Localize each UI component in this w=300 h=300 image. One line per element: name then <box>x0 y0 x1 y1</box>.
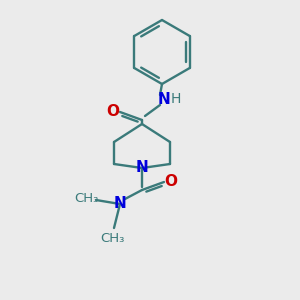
Text: CH₃: CH₃ <box>74 193 98 206</box>
Text: CH₃: CH₃ <box>100 232 124 245</box>
Text: O: O <box>164 173 178 188</box>
Text: O: O <box>106 103 119 118</box>
Text: N: N <box>114 196 126 211</box>
Text: H: H <box>171 92 181 106</box>
Text: N: N <box>136 160 148 175</box>
Text: N: N <box>158 92 170 107</box>
